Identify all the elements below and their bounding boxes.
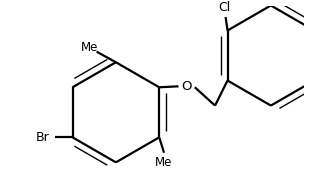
Text: O: O	[181, 80, 192, 93]
Text: Cl: Cl	[218, 1, 231, 14]
Text: Me: Me	[155, 156, 173, 169]
Text: Me: Me	[81, 41, 99, 54]
Text: Br: Br	[36, 131, 50, 144]
